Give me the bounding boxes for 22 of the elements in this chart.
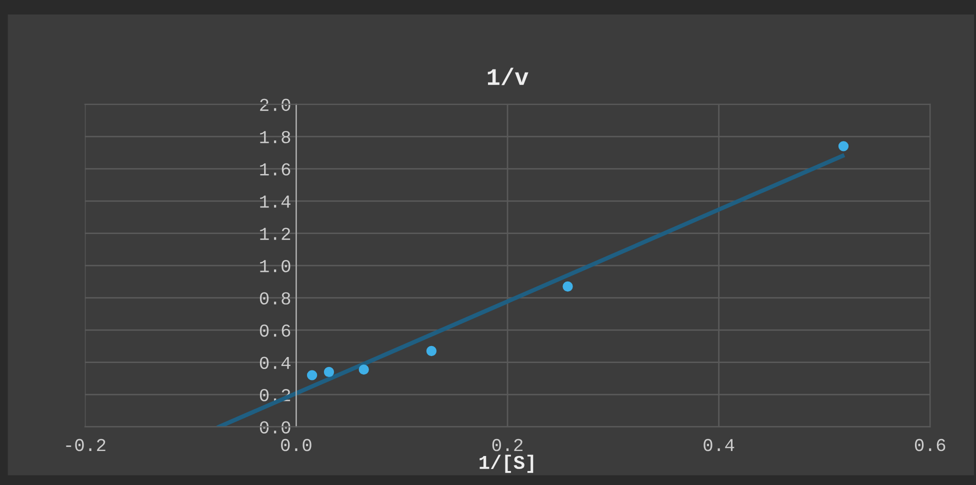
x-tick-label: -0.2 — [66, 438, 106, 452]
x-axis-title: 1/[S] — [480, 454, 534, 473]
chart-title: 1/v — [488, 68, 528, 86]
y-tick-label: 1.8 — [260, 130, 290, 144]
point — [426, 346, 437, 356]
point — [358, 364, 369, 375]
y-tick-label: 1.4 — [260, 196, 290, 208]
y-tick-label: 1.6 — [260, 163, 290, 176]
y-tick-label: 1.2 — [260, 228, 290, 240]
y-tick-label: 1.0 — [260, 260, 290, 272]
y-tick-label: 2.0 — [260, 98, 290, 111]
x-tick-label: 0.6 — [914, 438, 946, 452]
point — [562, 281, 573, 292]
point — [324, 366, 334, 378]
point — [306, 370, 318, 380]
y-tick-label: 0.6 — [260, 324, 290, 337]
y-tick-label: 0.8 — [260, 292, 290, 305]
point — [838, 141, 849, 152]
y-tick-label: 0.4 — [260, 356, 290, 370]
x-tick-label: 0.2 — [492, 438, 522, 452]
x-tick-label: 0.4 — [704, 438, 734, 452]
x-tick-label: 0.0 — [281, 438, 312, 452]
